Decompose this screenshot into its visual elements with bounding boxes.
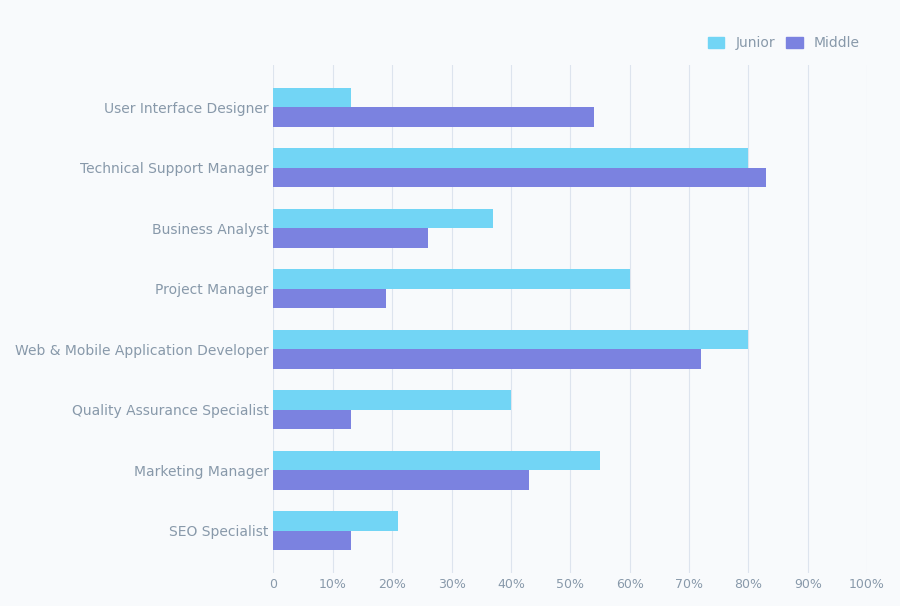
Legend: Junior, Middle: Junior, Middle (707, 36, 860, 50)
Bar (274, 390, 511, 410)
Bar (274, 330, 748, 349)
Bar (274, 531, 351, 550)
Bar (274, 270, 630, 289)
Bar (274, 88, 351, 107)
Bar (274, 209, 493, 228)
Bar (274, 107, 594, 127)
Bar (274, 168, 766, 187)
Bar (274, 410, 351, 429)
Bar (274, 451, 600, 470)
Bar (274, 349, 701, 368)
Bar (274, 511, 398, 531)
Bar (274, 289, 386, 308)
Bar (274, 148, 748, 168)
Bar (274, 228, 427, 248)
Bar (274, 470, 528, 490)
